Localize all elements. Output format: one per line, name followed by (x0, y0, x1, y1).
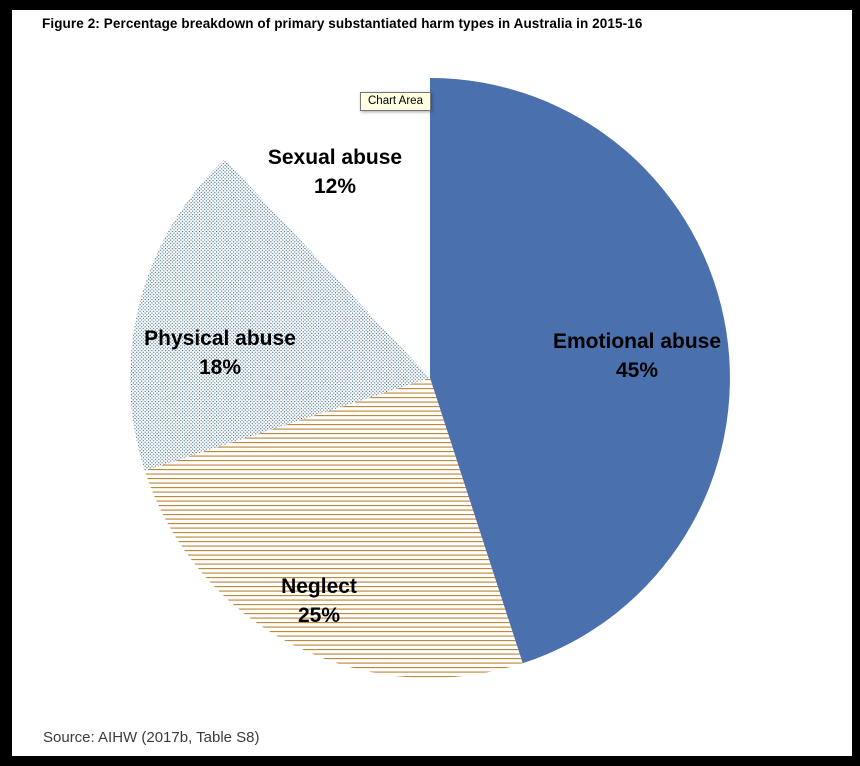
data-label-neglect: Neglect 25% (209, 572, 429, 630)
chart-area-tooltip: Chart Area (360, 92, 431, 111)
data-label-value: 45% (615, 359, 659, 382)
pie-slice-emotional-abuse[interactable] (430, 78, 730, 664)
pie-slice-physical-abuse[interactable] (130, 159, 430, 471)
data-label-value: 18% (198, 356, 242, 379)
data-label-physical-abuse: Physical abuse 18% (110, 324, 330, 382)
source-note: Source: AIHW (2017b, Table S8) (43, 729, 260, 746)
data-label-value: 25% (297, 604, 341, 627)
data-label-emotional-abuse: Emotional abuse 45% (527, 327, 747, 385)
data-label-value: 12% (313, 175, 357, 198)
pie-slice-sexual-abuse[interactable] (224, 78, 430, 378)
data-label-sexual-abuse: Sexual abuse 12% (225, 143, 445, 201)
data-label-text: Physical abuse (144, 327, 296, 350)
data-label-text: Sexual abuse (267, 146, 403, 169)
data-label-text: Neglect (281, 575, 357, 598)
pie-slice-neglect[interactable] (144, 378, 523, 678)
figure-title: Figure 2: Percentage breakdown of primar… (42, 16, 643, 31)
chart-area[interactable] (12, 10, 852, 756)
data-label-text: Emotional abuse (552, 330, 722, 353)
